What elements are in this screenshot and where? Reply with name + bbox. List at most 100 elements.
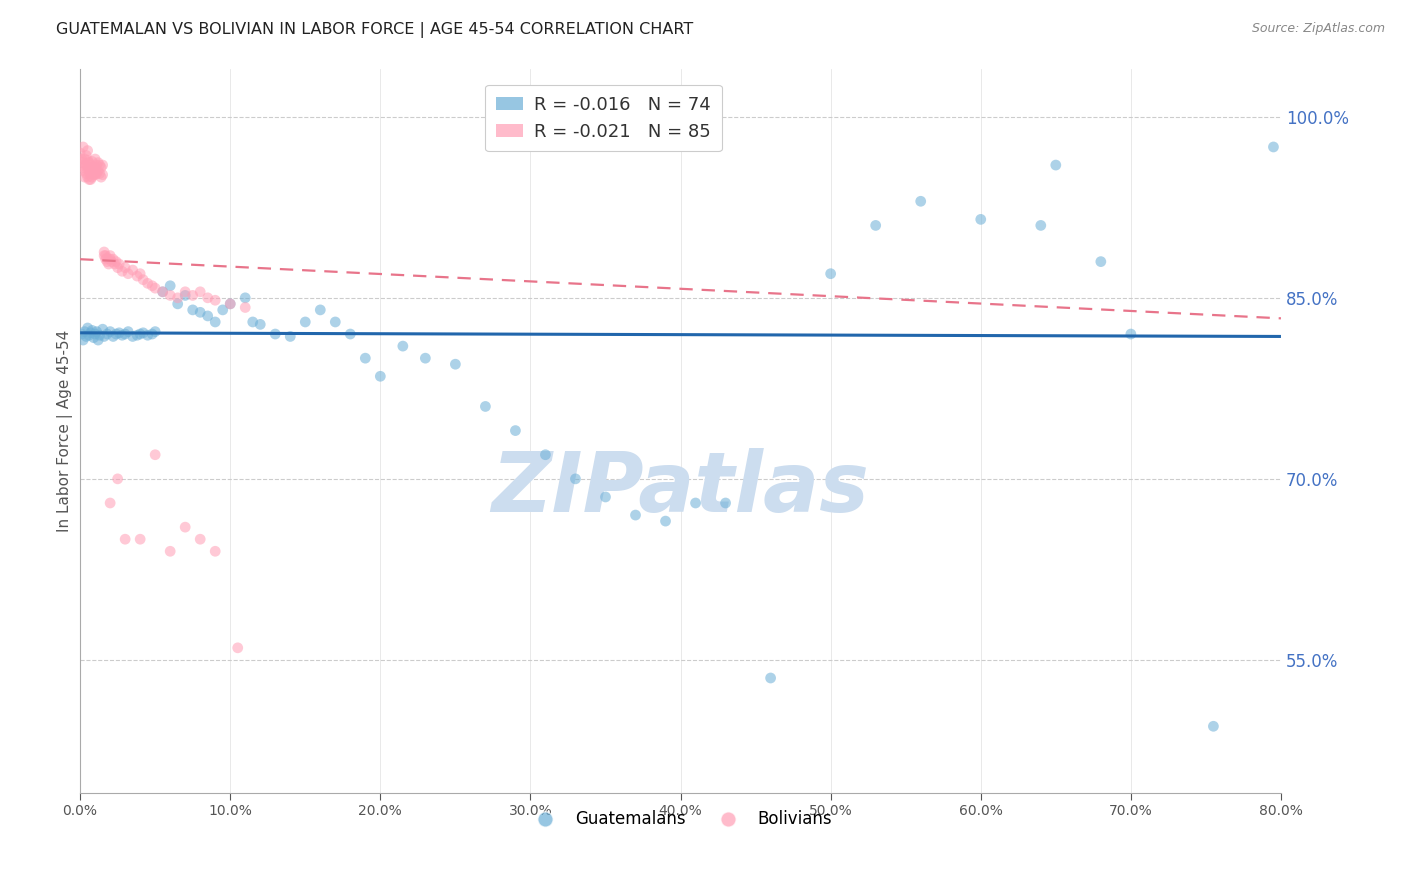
Point [89,158,111,172]
Point [82,170,104,185]
Point [86,325,108,339]
Point [714,496,737,510]
Point [226,640,249,655]
Point [624,508,647,522]
Point [76,161,98,175]
Point [820,267,842,281]
Point [75,167,97,181]
Point [233,291,256,305]
Point [127,269,149,284]
Point [86,167,108,181]
Point [93,249,115,263]
Point [87,333,110,347]
Point [685,496,707,510]
Point [143,448,166,462]
Point [505,424,527,438]
Point [204,293,226,308]
Point [94,249,117,263]
Point [84,168,107,182]
Point [865,219,887,233]
Point [82,323,104,337]
Point [70,158,93,172]
Point [101,252,124,267]
Point [82,162,104,177]
Point [89,328,111,343]
Point [197,309,219,323]
Point [84,152,107,166]
Point [136,328,159,343]
Point [188,532,211,546]
Point [415,351,437,366]
Point [87,164,110,178]
Point [1045,158,1067,172]
Text: GUATEMALAN VS BOLIVIAN IN LABOR FORCE | AGE 45-54 CORRELATION CHART: GUATEMALAN VS BOLIVIAN IN LABOR FORCE | … [56,22,693,38]
Point [174,520,197,534]
Point [1029,219,1052,233]
Point [143,325,166,339]
Point [114,326,136,341]
Point [132,273,155,287]
Point [76,153,98,168]
Point [159,278,181,293]
Point [72,161,94,175]
Point [152,285,174,299]
Point [132,326,155,340]
Point [127,328,149,343]
Point [294,315,316,329]
Point [98,325,121,339]
Point [242,315,264,329]
Point [117,267,139,281]
Point [141,326,163,341]
Point [111,328,134,343]
Point [77,328,100,343]
Point [1090,254,1112,268]
Point [84,161,107,175]
Point [86,158,108,172]
Point [211,302,233,317]
Point [90,170,112,185]
Point [121,263,143,277]
Point [87,155,110,169]
Point [73,164,96,178]
Point [129,267,152,281]
Point [114,532,136,546]
Point [72,155,94,169]
Point [107,260,129,275]
Point [79,158,101,172]
Point [91,168,114,182]
Point [910,194,932,209]
Point [96,326,118,341]
Point [96,251,118,265]
Point [76,144,98,158]
Point [166,297,188,311]
Point [181,302,204,317]
Point [70,152,93,166]
Point [98,252,121,267]
Point [83,168,105,182]
Point [136,277,159,291]
Point [1202,719,1225,733]
Point [79,326,101,340]
Point [77,164,100,178]
Point [204,315,226,329]
Point [1263,140,1285,154]
Point [101,329,124,343]
Point [188,305,211,319]
Point [98,496,121,510]
Point [174,285,197,299]
Point [654,514,676,528]
Point [96,254,118,268]
Point [82,154,104,169]
Point [104,257,127,271]
Point [129,532,152,546]
Point [444,357,467,371]
Point [69,146,91,161]
Point [84,326,107,341]
Point [159,544,181,558]
Point [595,490,617,504]
Point [174,288,197,302]
Point [278,329,301,343]
Point [474,400,496,414]
Point [79,172,101,186]
Point [75,158,97,172]
